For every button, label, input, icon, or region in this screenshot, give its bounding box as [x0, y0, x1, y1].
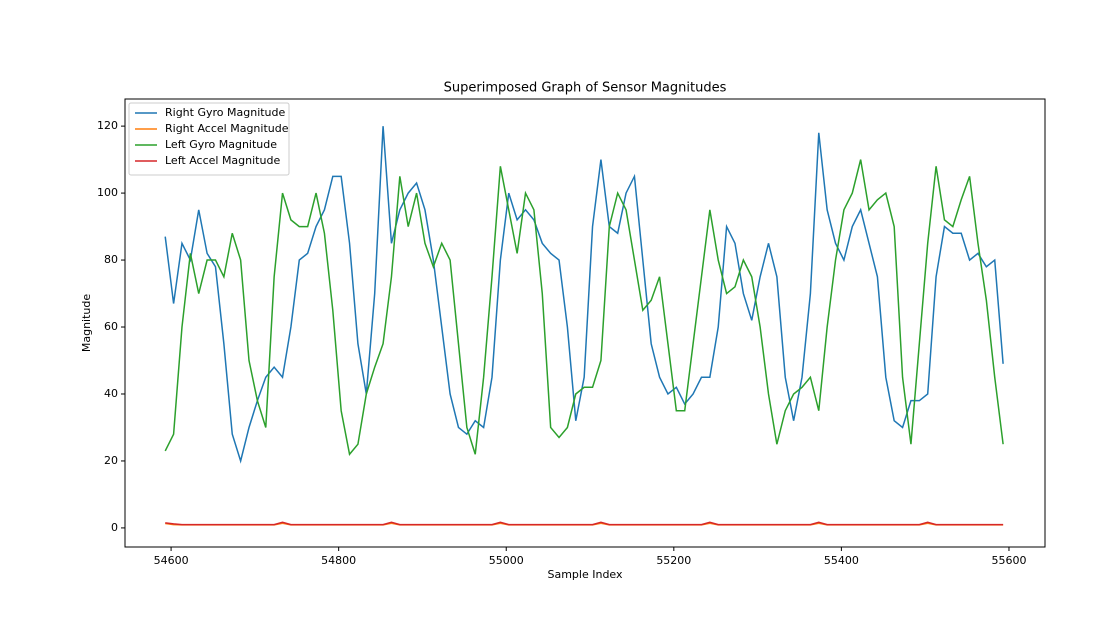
y-tick-label: 100 [97, 186, 118, 199]
y-tick-label: 0 [111, 521, 118, 534]
x-tick-label: 55200 [656, 554, 691, 567]
legend-box [128, 102, 290, 176]
y-tick-label: 60 [104, 320, 118, 333]
x-tick-label: 54800 [321, 554, 356, 567]
x-axis-label: Sample Index [547, 568, 623, 581]
y-tick-label: 20 [104, 454, 118, 467]
legend-label: Left Accel Magnitude [165, 154, 280, 167]
legend-label: Left Gyro Magnitude [165, 138, 277, 151]
data-line [165, 521, 1004, 526]
x-tick-label: 54600 [154, 554, 189, 567]
data-line [164, 126, 1004, 464]
x-tick-label: 55400 [824, 554, 859, 567]
y-tick-label: 80 [104, 253, 118, 266]
plot-frame [124, 98, 1046, 548]
y-tick-label: 40 [104, 387, 118, 400]
chart-title: Superimposed Graph of Sensor Magnitudes [444, 81, 727, 96]
y-axis-label: Magnitude [80, 294, 93, 353]
legend-label: Right Accel Magnitude [165, 122, 289, 135]
y-tick-label: 120 [97, 119, 118, 132]
legend-label: Right Gyro Magnitude [165, 106, 286, 119]
data-line [164, 159, 1004, 456]
x-tick-label: 55000 [489, 554, 524, 567]
x-tick-label: 55600 [991, 554, 1026, 567]
